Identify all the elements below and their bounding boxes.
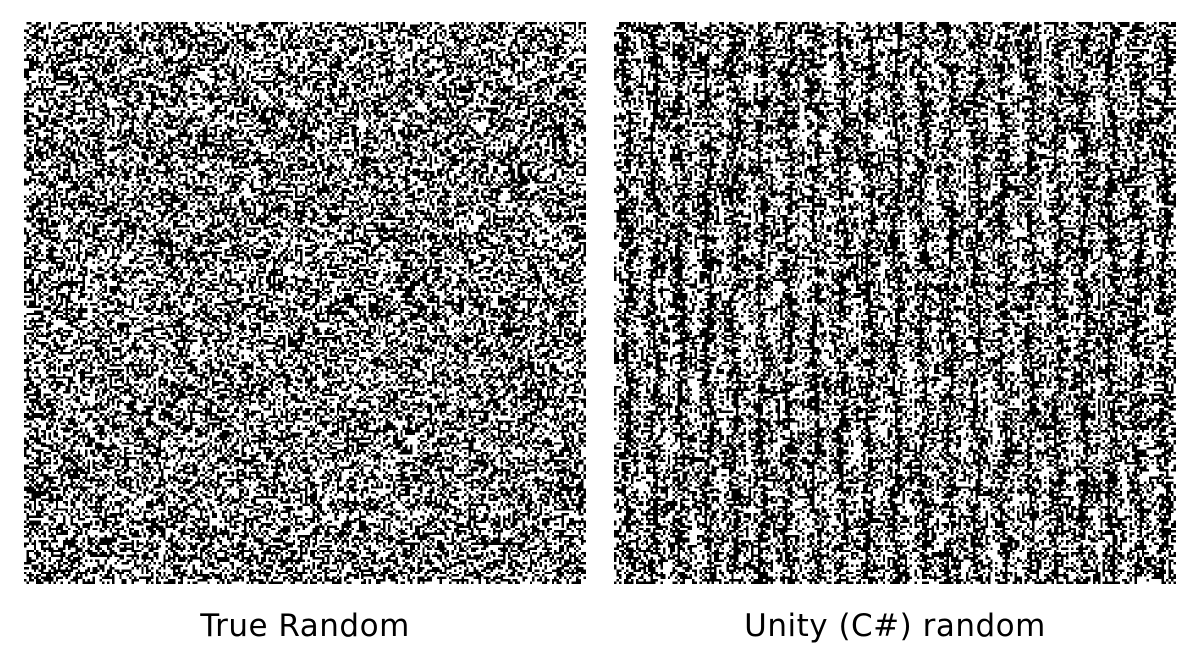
true-random-noise-image: [24, 22, 586, 584]
unity-random-noise-canvas: [614, 22, 1176, 584]
true-random-caption: True Random: [200, 608, 410, 644]
true-random-noise-canvas: [24, 22, 586, 584]
unity-random-noise-image: [614, 22, 1176, 584]
unity-random-caption: Unity (C#) random: [744, 608, 1046, 644]
